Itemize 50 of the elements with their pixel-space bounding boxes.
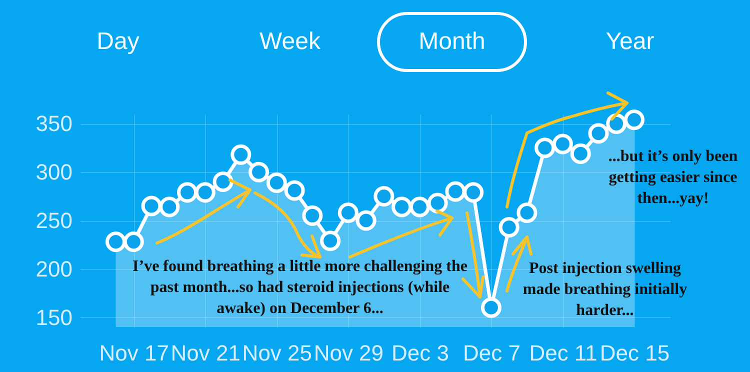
annotation: I’ve found breathing a little more challenging the past month...so had steroid injections (while awake) on December 6... <box>132 257 468 319</box>
x-tick-label: Nov 17 <box>99 340 169 366</box>
point <box>320 230 341 252</box>
point <box>427 192 448 214</box>
x-tick-label: Dec 7 <box>462 340 520 366</box>
point <box>463 182 484 203</box>
x-tick-label: Nov 29 <box>314 340 384 366</box>
x-tick-label: Nov 25 <box>242 340 312 366</box>
text: Month <box>377 12 527 72</box>
point <box>266 172 287 193</box>
text: Week <box>258 27 322 57</box>
point <box>374 186 394 207</box>
y-tick-label: 350 <box>36 111 72 136</box>
point <box>338 202 358 224</box>
point <box>606 113 627 134</box>
point <box>230 144 252 165</box>
y-tick-label: 250 <box>36 208 72 233</box>
point <box>534 138 556 158</box>
point <box>356 210 376 231</box>
point <box>588 123 609 144</box>
point <box>624 110 645 130</box>
point <box>570 143 591 164</box>
text: Year <box>604 27 656 57</box>
point <box>392 196 412 218</box>
point <box>212 172 234 192</box>
point <box>445 181 466 202</box>
point <box>248 162 270 182</box>
x-tick-label: Dec 3 <box>391 340 449 366</box>
y-tick-label: 300 <box>36 160 72 185</box>
point <box>302 205 323 226</box>
y-tick-label: 200 <box>36 256 72 282</box>
point <box>141 196 162 216</box>
point <box>498 217 520 238</box>
point <box>159 196 180 218</box>
point <box>552 134 573 154</box>
point <box>284 180 305 201</box>
point <box>516 202 538 224</box>
text: Day <box>96 27 140 57</box>
annotation: ...but it’s only been getting easier since then...yay! <box>607 147 739 209</box>
y-tick-label: 150 <box>36 304 72 330</box>
point <box>480 297 502 318</box>
x-tick-label: Dec 11 <box>529 340 598 366</box>
point <box>105 232 126 252</box>
point <box>177 182 198 203</box>
point <box>123 232 144 252</box>
annotation: Post injection swelling made breathing initially harder... <box>522 259 688 321</box>
point <box>194 182 216 203</box>
x-tick-label: Dec 15 <box>600 340 670 366</box>
point <box>409 196 430 218</box>
x-tick-label: Nov 21 <box>170 340 241 366</box>
